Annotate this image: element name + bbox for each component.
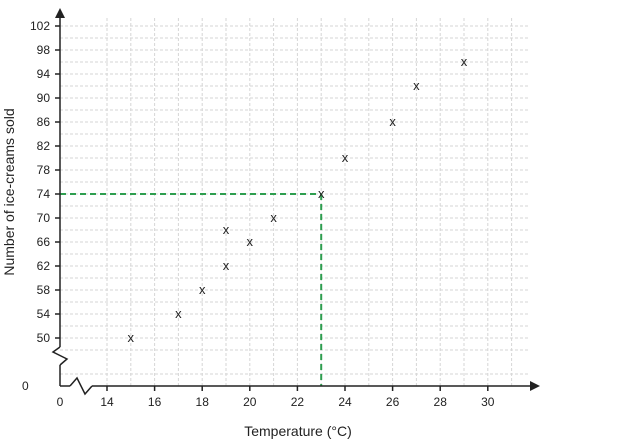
y-tick-label: 94 (37, 67, 51, 81)
reading-guide (60, 193, 323, 386)
data-point: x (389, 114, 396, 129)
y-tick-label: 98 (37, 43, 51, 57)
x-axis-break (69, 376, 93, 396)
y-tick-label: 70 (37, 211, 51, 225)
x-axis-arrow (530, 381, 540, 391)
y-axis-break (51, 346, 69, 366)
y-axis-title: Number of ice-creams sold (1, 108, 17, 275)
data-point: x (223, 258, 230, 273)
x-origin-label: 0 (57, 395, 64, 409)
x-axis-title: Temperature (°C) (244, 423, 352, 439)
data-point: x (461, 54, 468, 69)
y-tick-label: 58 (37, 283, 51, 297)
y-tick-label: 62 (37, 259, 51, 273)
y-tick-label: 86 (37, 115, 51, 129)
y-tick-label: 102 (30, 19, 50, 33)
y-tick-label: 74 (37, 187, 51, 201)
data-point: x (318, 186, 325, 201)
x-tick-label: 18 (196, 395, 210, 409)
y-tick-label: 66 (37, 235, 51, 249)
data-point: x (270, 210, 277, 225)
y-tick-label: 78 (37, 163, 51, 177)
x-tick-label: 22 (291, 395, 305, 409)
axes (51, 8, 540, 396)
x-tick-label: 24 (338, 395, 352, 409)
x-tick-label: 20 (243, 395, 257, 409)
data-points: x x x x x x x x x x x x (128, 54, 468, 345)
data-point: x (223, 222, 230, 237)
x-tick-label: 16 (148, 395, 162, 409)
data-point: x (128, 330, 135, 345)
x-tick-label: 30 (481, 395, 495, 409)
grid (60, 18, 530, 386)
x-tick-label: 28 (434, 395, 448, 409)
y-axis-arrow (55, 8, 65, 18)
data-point: x (175, 306, 182, 321)
y-tick-label: 82 (37, 139, 51, 153)
y-tick-label: 90 (37, 91, 51, 105)
data-point: x (199, 282, 206, 297)
y-tick-label: 54 (37, 307, 51, 321)
x-tick-label: 14 (100, 395, 114, 409)
y-tick-label: 50 (37, 331, 51, 345)
x-tick-label: 26 (386, 395, 400, 409)
y-origin-label: 0 (22, 379, 29, 393)
data-point: x (247, 234, 254, 249)
data-point: x (342, 150, 349, 165)
tick-labels: 50 54 58 62 66 70 74 78 82 86 90 94 98 102 0 14 16 18 20 22… (22, 19, 495, 409)
data-point: x (413, 78, 420, 93)
